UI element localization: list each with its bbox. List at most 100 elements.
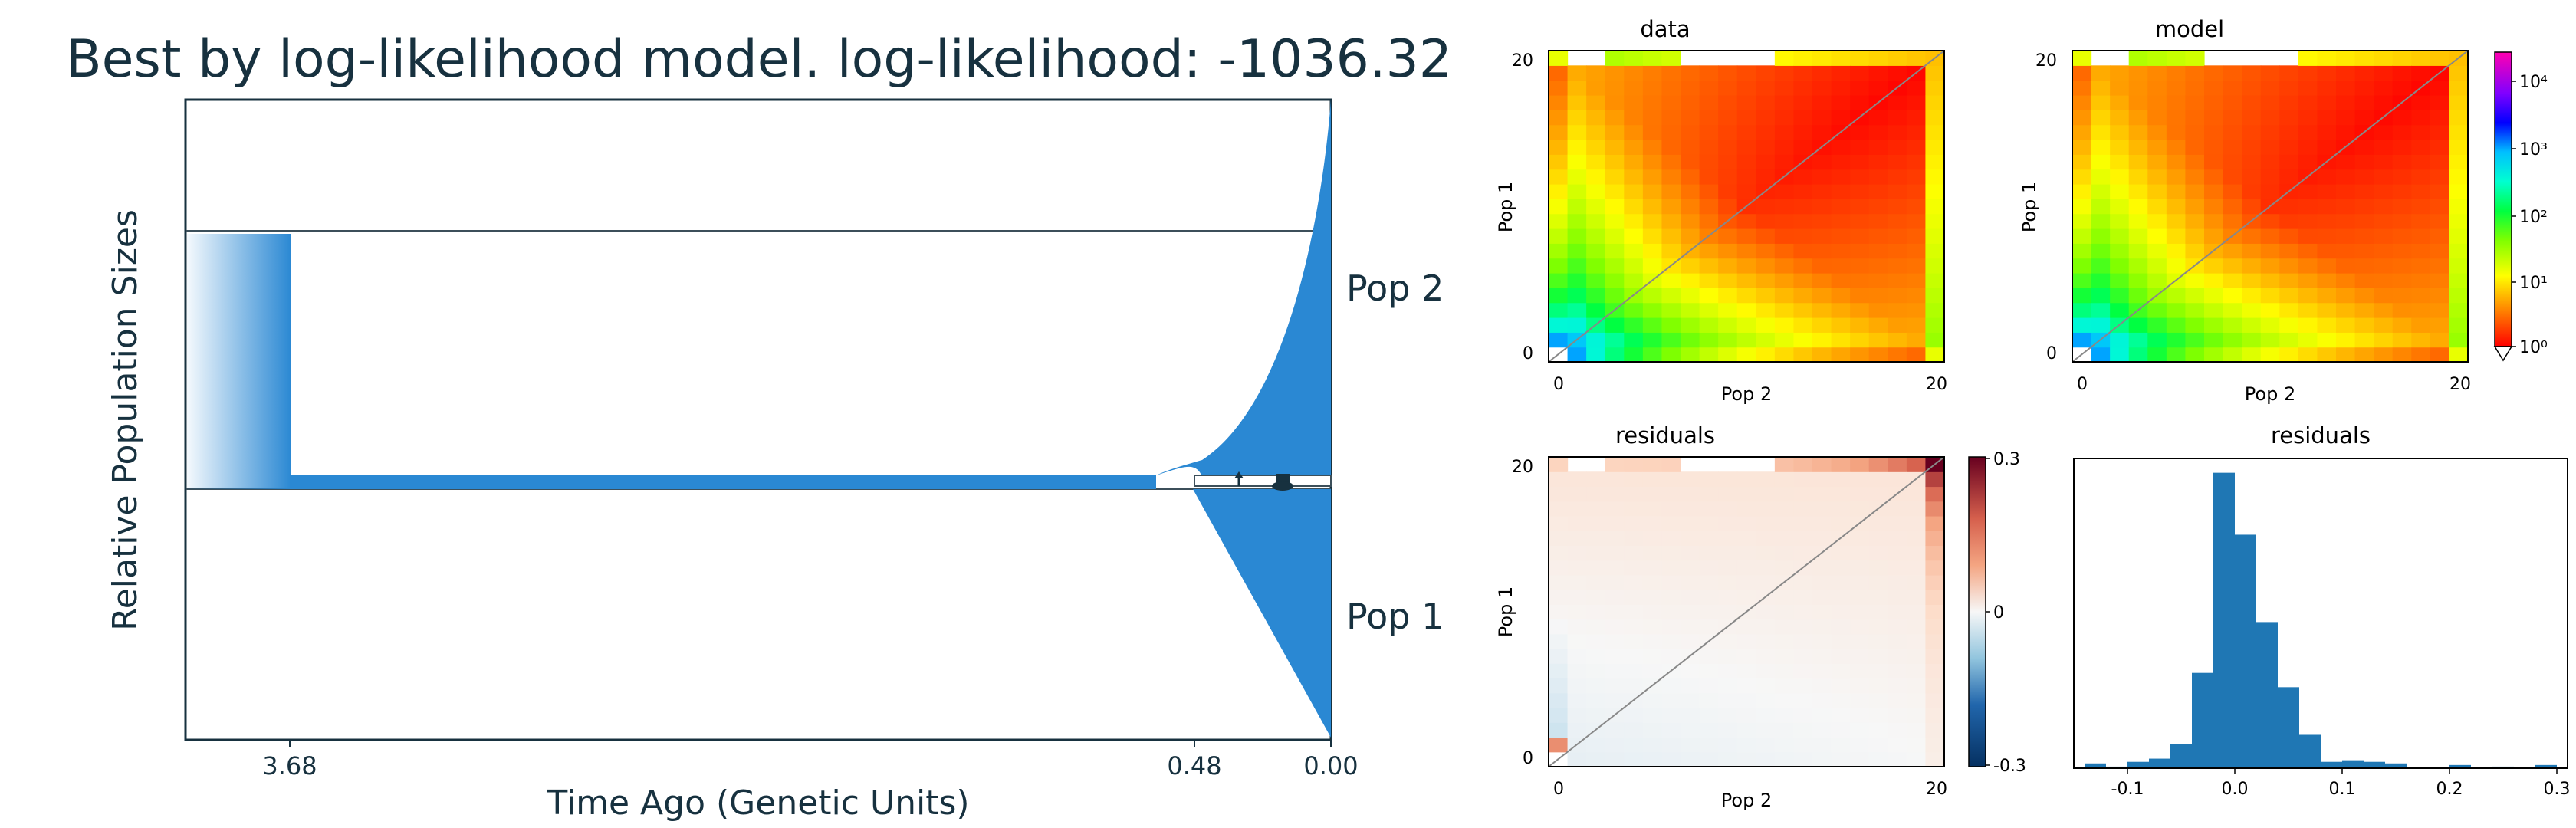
heatmap-cell: [1605, 332, 1625, 348]
heatmap-cell: [2242, 154, 2262, 170]
heatmap-cell: [1831, 184, 1851, 199]
heatmap-cell: [1906, 457, 1927, 472]
heatmap-cell: [2449, 347, 2469, 363]
pop1-shape: [1156, 489, 1331, 738]
heatmap-cell: [1868, 531, 1888, 547]
histogram-bar: [2385, 763, 2407, 768]
heatmap-cell: [1737, 751, 1756, 767]
heatmap-cell: [2223, 80, 2242, 96]
heatmap-cell: [2072, 95, 2092, 110]
heatmap-cell: [2298, 288, 2318, 304]
heatmap-cell: [2336, 51, 2356, 66]
heatmap-cell: [2242, 124, 2262, 140]
heatmap-cell: [1737, 347, 1756, 363]
heatmap-cell: [1756, 169, 1776, 185]
heatmap-cell: [1549, 317, 1569, 333]
heatmap-cell: [1624, 545, 1644, 561]
heatmap-cell: [1774, 531, 1795, 547]
heatmap-cell: [1661, 169, 1681, 185]
heatmap-cell: [2185, 169, 2205, 185]
heatmap-cell: [1850, 590, 1870, 605]
heatmap-cell: [1661, 51, 1681, 66]
heatmap-cell: [1642, 574, 1663, 590]
heatmap-cell: [1718, 199, 1738, 215]
heatmap-cell: [1756, 501, 1776, 517]
model-heatmap-title: model: [2155, 16, 2224, 42]
heatmap-cell: [1605, 65, 1625, 81]
heatmap-cell: [2430, 140, 2450, 155]
heatmap-cell: [1774, 457, 1795, 472]
heatmap-cell: [1549, 619, 1569, 635]
heatmap-cell: [1906, 737, 1927, 753]
heatmap-cell: [1624, 604, 1644, 620]
heatmap-cell: [2204, 332, 2224, 348]
heatmap-cell: [1549, 65, 1569, 81]
heatmap-cell: [2223, 199, 2242, 215]
heatmap-cell: [1681, 317, 1700, 333]
heatmap-cell: [1549, 663, 1569, 679]
heatmap-cell: [1586, 486, 1606, 502]
heatmap-cell: [2354, 273, 2374, 288]
heatmap-cell: [1661, 545, 1681, 561]
heatmap-cell: [1567, 169, 1587, 185]
heatmap-cell: [1718, 515, 1738, 531]
heatmap-cell: [2128, 169, 2148, 185]
heatmap-cell: [2091, 140, 2111, 155]
heatmap-cell: [2091, 169, 2111, 185]
heatmap-cell: [2317, 317, 2337, 333]
heatmap-cell: [2430, 199, 2450, 215]
heatmap-cell: [1718, 560, 1738, 576]
pop1-label: Pop 1: [1346, 596, 1444, 637]
heatmap-cell: [2392, 169, 2412, 185]
heatmap-cell: [1718, 169, 1738, 185]
heatmap-cell: [2449, 317, 2469, 333]
heatmap-cell: [1624, 722, 1644, 738]
heatmap-cell: [1812, 531, 1832, 547]
heatmap-cell: [1681, 722, 1700, 738]
histogram-bar: [2235, 534, 2256, 768]
heatmap-cell: [1661, 472, 1681, 488]
heatmap-cell: [1718, 154, 1738, 170]
heatmap-cell: [2147, 347, 2167, 363]
heatmap-cell: [2317, 51, 2337, 66]
heatmap-cell: [1925, 302, 1945, 318]
heatmap-cell: [1586, 140, 1606, 155]
heatmap-cell: [1831, 501, 1851, 517]
heatmap-cell: [1868, 590, 1888, 605]
histogram-title: residuals: [2271, 422, 2371, 449]
heatmap-cell: [2317, 169, 2337, 185]
heatmap-cell: [2279, 347, 2299, 363]
heatmap-cell: [2374, 124, 2394, 140]
heatmap-cell: [1642, 140, 1663, 155]
heatmap-cell: [2354, 140, 2374, 155]
heatmap-cell: [1642, 184, 1663, 199]
heatmap-cell: [2185, 243, 2205, 259]
heatmap-cell: [2091, 243, 2111, 259]
heatmap-cell: [2374, 302, 2394, 318]
heatmap-cell: [1699, 737, 1719, 753]
heatmap-cell: [2279, 65, 2299, 81]
heatmap-cell: [1586, 199, 1606, 215]
heatmap-cell: [1624, 515, 1644, 531]
heatmap-cell: [1774, 258, 1795, 274]
heatmap-cell: [2147, 124, 2167, 140]
heatmap-cell: [1718, 243, 1738, 259]
heatmap-cell: [1812, 590, 1832, 605]
heatmap-cell: [1756, 722, 1776, 738]
x-axis-label: Pop 2: [1721, 383, 1772, 405]
heatmap-cell: [2110, 154, 2130, 170]
heatmap-cell: [1850, 184, 1870, 199]
heatmap-cell: [1850, 169, 1870, 185]
heatmap-cell: [1812, 649, 1832, 664]
heatmap-cell: [1681, 574, 1700, 590]
heatmap-cell: [1850, 619, 1870, 635]
heatmap-cell: [1756, 332, 1776, 348]
heatmap-cell: [1624, 317, 1644, 333]
heatmap-cell: [1586, 95, 1606, 110]
heatmap-cell: [2317, 288, 2337, 304]
heatmap-cell: [2242, 258, 2262, 274]
heatmap-cell: [1793, 501, 1813, 517]
heatmap-cell: [1642, 288, 1663, 304]
heatmap-cell: [1793, 486, 1813, 502]
x-tick-label: 0.00: [1303, 751, 1358, 780]
